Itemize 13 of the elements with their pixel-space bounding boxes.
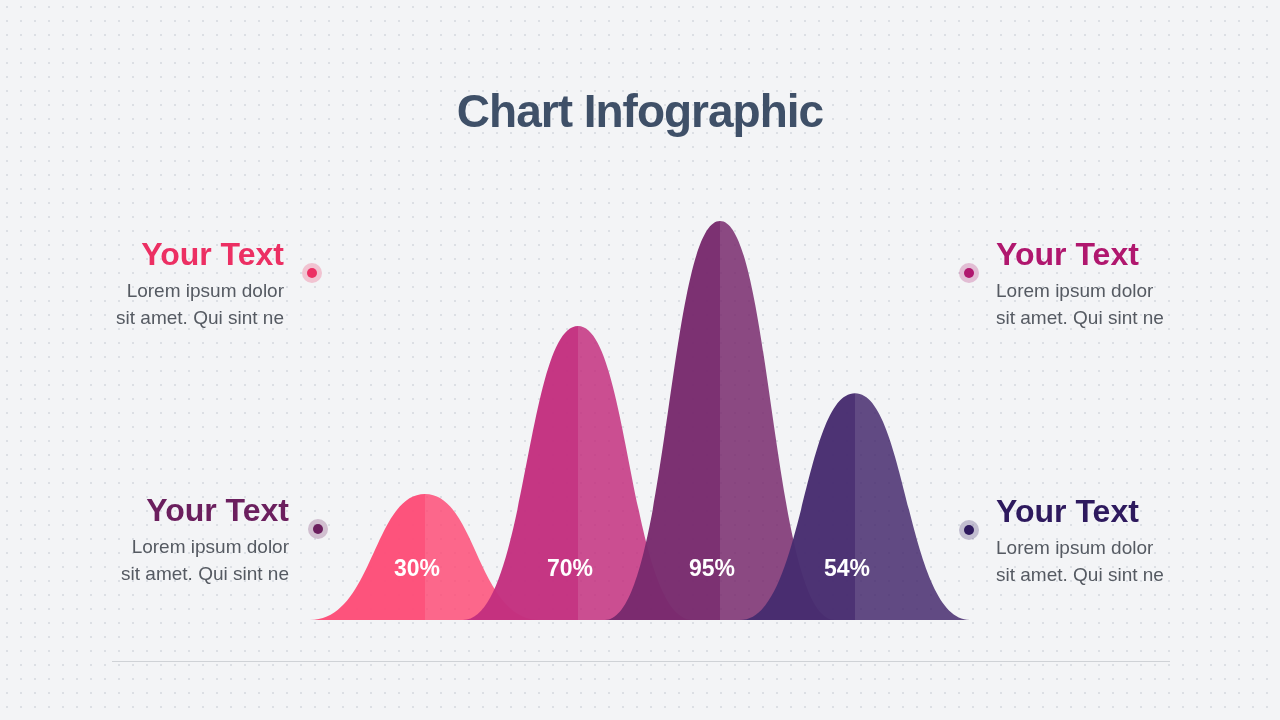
text: Lorem ipsum dolor sit amet. Qui sint ne <box>120 535 289 586</box>
data-label: 70% <box>546 555 594 581</box>
text: Lorem ipsum dolor sit amet. Qui sint ne <box>996 279 1165 330</box>
text: Your Text <box>996 493 1139 530</box>
data-label: 54% <box>823 555 871 581</box>
text: Your Text <box>146 492 289 529</box>
text: Your Text <box>141 236 284 273</box>
text: Lorem ipsum dolor sit amet. Qui sint ne <box>996 536 1165 587</box>
text: Your Text <box>996 236 1139 273</box>
data-label: 30% <box>393 555 441 581</box>
text: Lorem ipsum dolor sit amet. Qui sint ne <box>115 279 284 330</box>
data-label: 95% <box>688 555 736 581</box>
text: Chart Infographic <box>455 84 825 138</box>
